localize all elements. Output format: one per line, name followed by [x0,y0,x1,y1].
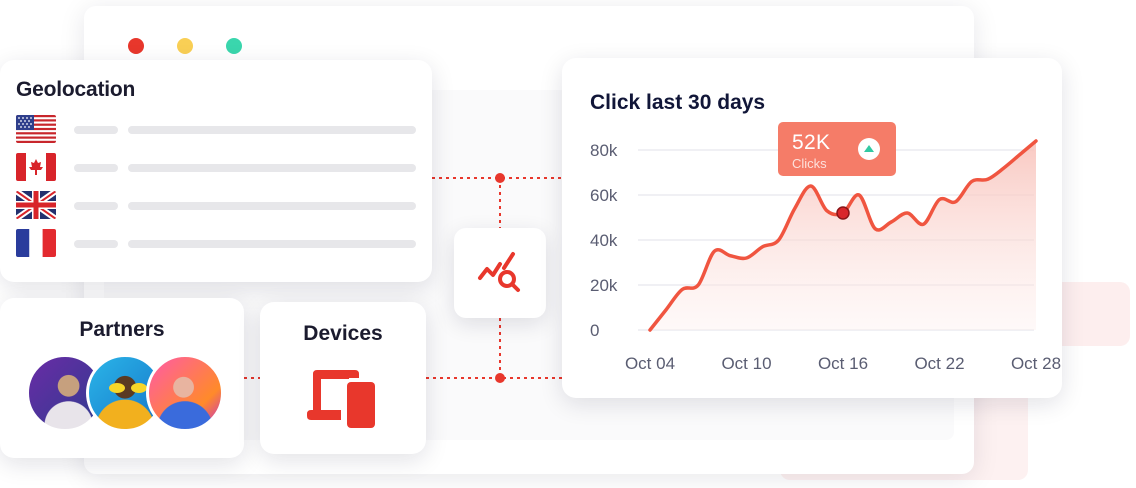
devices-title: Devices [303,322,383,345]
x-tick-label: Oct 04 [625,354,675,373]
uk-flag-icon [16,191,56,219]
partners-title: Partners [79,318,165,341]
x-tick-label: Oct 22 [914,354,964,373]
country-name-placeholder [74,164,118,172]
partner-avatar[interactable] [146,354,224,432]
x-tick-label: Oct 16 [818,354,868,373]
geolocation-title: Geolocation [16,78,136,101]
devices-icon [307,370,375,428]
canada-flag-icon [16,153,56,181]
tooltip-label: Clicks [792,156,827,171]
country-row[interactable] [16,191,416,221]
usa-flag-icon [16,115,56,143]
y-tick-label: 60k [590,186,618,205]
country-name-placeholder [74,202,118,210]
analytics-search-button[interactable] [454,228,546,318]
window-close-dot[interactable] [128,38,144,54]
country-row[interactable] [16,229,416,259]
y-tick-label: 40k [590,231,618,250]
geolocation-card: Geolocation [0,60,432,282]
country-name-placeholder [74,240,118,248]
window-minimize-dot[interactable] [177,38,193,54]
clicks-area-chart[interactable]: 80k 60k 40k 20k 0 Oct 04 Oct 10 Oct 16 Oct 22 Oc… [562,58,1062,398]
y-tick-label: 20k [590,276,618,295]
y-tick-label: 0 [590,321,599,340]
partner-avatars [26,354,226,434]
country-value-placeholder [128,126,416,134]
country-value-placeholder [128,202,416,210]
connector-node [495,173,505,183]
country-row[interactable] [16,115,416,145]
trend-up-icon [858,138,880,160]
chart-tooltip: 52K Clicks [778,122,896,176]
chart-title: Click last 30 days [590,91,766,114]
tooltip-value: 52K [792,131,831,154]
country-value-placeholder [128,164,416,172]
country-name-placeholder [74,126,118,134]
x-tick-label: Oct 28 [1011,354,1061,373]
devices-card: Devices [260,302,426,454]
analytics-search-icon [478,252,520,292]
partners-card: Partners [0,298,244,458]
chart-area-fill [650,141,1036,330]
connector-node [495,373,505,383]
country-value-placeholder [128,240,416,248]
tooltip-data-point[interactable] [836,206,850,220]
window-maximize-dot[interactable] [226,38,242,54]
x-tick-label: Oct 10 [721,354,771,373]
y-tick-label: 80k [590,141,618,160]
country-row[interactable] [16,153,416,183]
clicks-chart-card: Click last 30 days 80k 60k 40k 20k 0 Oct 04 O… [562,58,1062,398]
france-flag-icon [16,229,56,257]
